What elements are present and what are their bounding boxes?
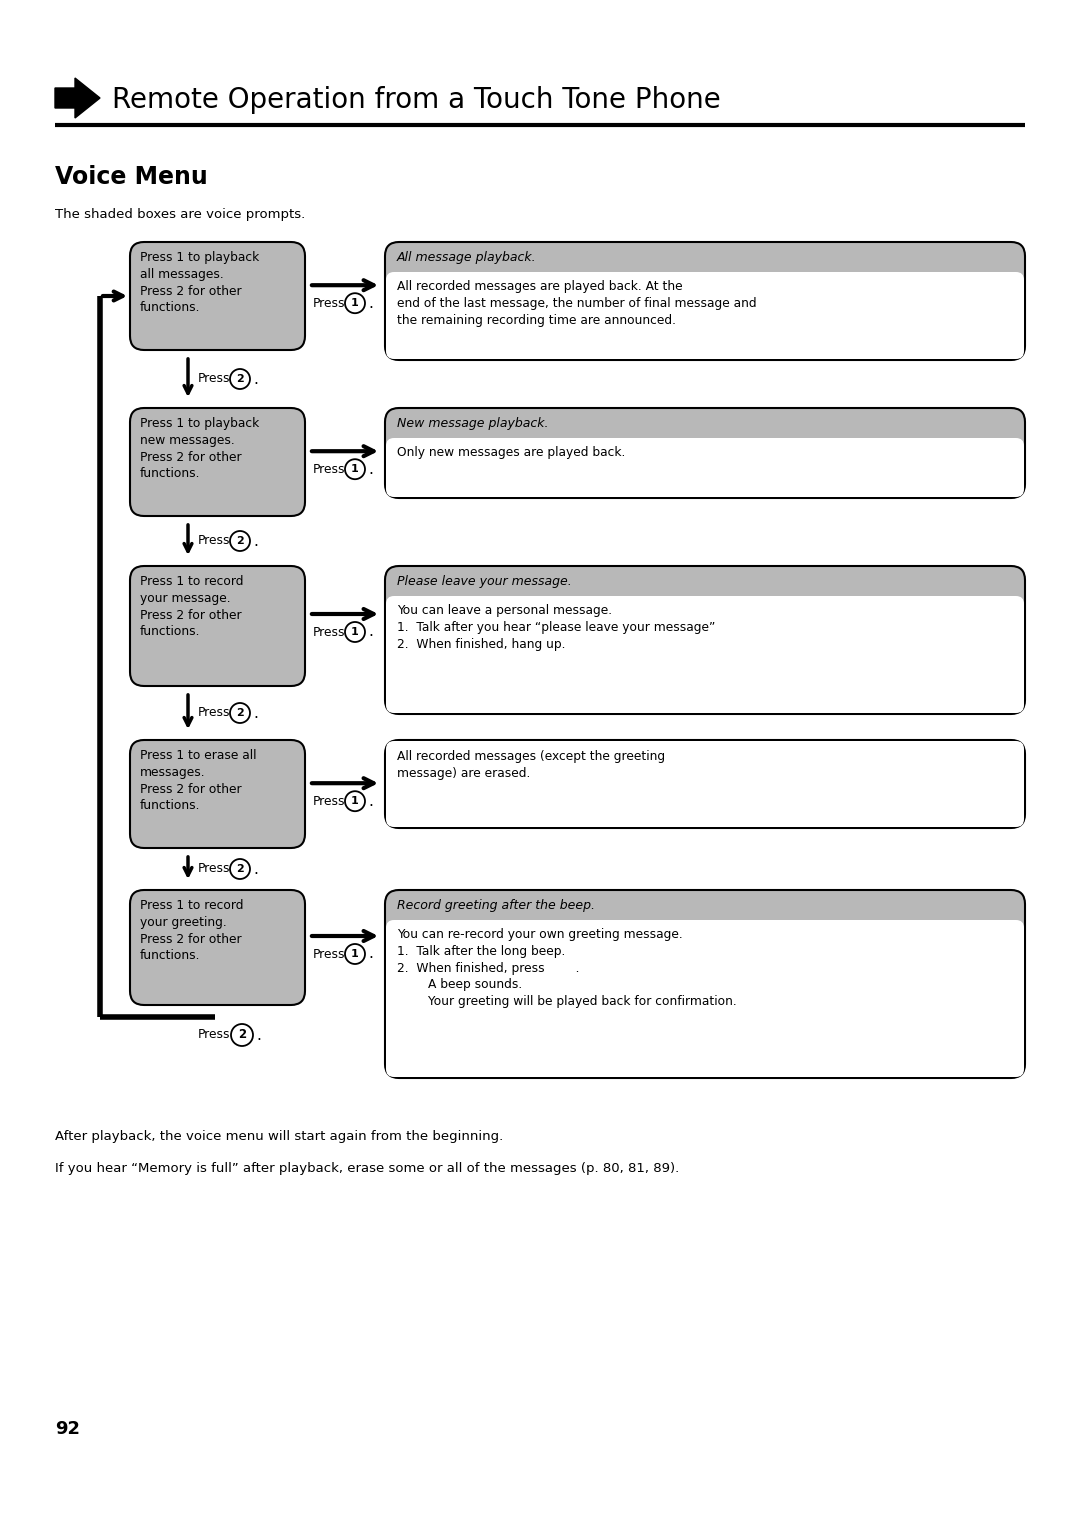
Text: 1: 1 — [351, 949, 359, 960]
Text: 2: 2 — [237, 707, 244, 718]
Circle shape — [345, 792, 365, 811]
FancyBboxPatch shape — [386, 439, 1024, 497]
FancyBboxPatch shape — [386, 272, 1024, 359]
Text: All recorded messages (except the greeting
message) are erased.: All recorded messages (except the greeti… — [397, 750, 665, 779]
Text: Please leave your message.: Please leave your message. — [397, 575, 571, 587]
Text: .: . — [253, 371, 258, 387]
Text: Press 1 to playback
all messages.
Press 2 for other
functions.: Press 1 to playback all messages. Press … — [140, 251, 259, 315]
Text: 2: 2 — [237, 374, 244, 384]
Text: Press: Press — [313, 625, 346, 639]
Text: Press: Press — [313, 463, 346, 475]
FancyBboxPatch shape — [130, 740, 305, 848]
Circle shape — [345, 460, 365, 480]
Text: Press 1 to playback
new messages.
Press 2 for other
functions.: Press 1 to playback new messages. Press … — [140, 417, 259, 480]
Text: All message playback.: All message playback. — [397, 251, 537, 263]
FancyBboxPatch shape — [384, 740, 1025, 828]
FancyBboxPatch shape — [130, 408, 305, 516]
Text: New message playback.: New message playback. — [397, 417, 549, 429]
Text: .: . — [368, 793, 373, 808]
Circle shape — [345, 293, 365, 313]
Circle shape — [230, 368, 249, 390]
Circle shape — [231, 1024, 253, 1047]
Text: Press 1 to record
your message.
Press 2 for other
functions.: Press 1 to record your message. Press 2 … — [140, 575, 243, 639]
Text: .: . — [253, 533, 258, 549]
Text: The shaded boxes are voice prompts.: The shaded boxes are voice prompts. — [55, 208, 306, 222]
Text: Voice Menu: Voice Menu — [55, 165, 207, 189]
Text: .: . — [253, 862, 258, 877]
Text: .: . — [368, 625, 373, 640]
FancyBboxPatch shape — [130, 565, 305, 686]
Text: Press 1 to erase all
messages.
Press 2 for other
functions.: Press 1 to erase all messages. Press 2 f… — [140, 749, 257, 813]
Text: All recorded messages are played back. At the
end of the last message, the numbe: All recorded messages are played back. A… — [397, 280, 757, 327]
Polygon shape — [55, 78, 100, 118]
FancyBboxPatch shape — [386, 596, 1024, 714]
Text: Press: Press — [198, 862, 230, 876]
Text: .: . — [368, 946, 373, 961]
Text: Press: Press — [313, 947, 346, 961]
FancyBboxPatch shape — [130, 241, 305, 350]
Circle shape — [230, 703, 249, 723]
Text: 2: 2 — [237, 863, 244, 874]
Text: Record greeting after the beep.: Record greeting after the beep. — [397, 898, 595, 912]
FancyBboxPatch shape — [384, 408, 1025, 498]
Circle shape — [230, 859, 249, 879]
Text: 1: 1 — [351, 298, 359, 309]
Text: 92: 92 — [55, 1420, 80, 1438]
Text: 1: 1 — [351, 465, 359, 474]
Text: Press: Press — [198, 706, 230, 720]
Text: Press: Press — [198, 373, 230, 385]
Text: If you hear “Memory is full” after playback, erase some or all of the messages (: If you hear “Memory is full” after playb… — [55, 1161, 679, 1175]
Text: Remote Operation from a Touch Tone Phone: Remote Operation from a Touch Tone Phone — [112, 86, 720, 115]
FancyBboxPatch shape — [386, 920, 1024, 1077]
Text: 2: 2 — [237, 536, 244, 545]
Text: Press 1 to record
your greeting.
Press 2 for other
functions.: Press 1 to record your greeting. Press 2… — [140, 898, 243, 963]
Circle shape — [230, 532, 249, 552]
Text: Press: Press — [313, 296, 346, 310]
Text: 2: 2 — [238, 1028, 246, 1042]
Text: .: . — [256, 1027, 261, 1042]
FancyBboxPatch shape — [384, 889, 1025, 1077]
Text: .: . — [368, 461, 373, 477]
Text: You can re-record your own greeting message.
1.  Talk after the long beep.
2.  W: You can re-record your own greeting mess… — [397, 927, 737, 1008]
Text: Press: Press — [198, 1028, 230, 1042]
Text: .: . — [253, 706, 258, 721]
Text: You can leave a personal message.
1.  Talk after you hear “please leave your mes: You can leave a personal message. 1. Tal… — [397, 604, 715, 651]
Text: .: . — [368, 296, 373, 310]
Text: 1: 1 — [351, 796, 359, 807]
Circle shape — [345, 944, 365, 964]
Text: Press: Press — [198, 535, 230, 547]
FancyBboxPatch shape — [384, 241, 1025, 361]
Text: 1: 1 — [351, 626, 359, 637]
Text: Only new messages are played back.: Only new messages are played back. — [397, 446, 625, 458]
Text: After playback, the voice menu will start again from the beginning.: After playback, the voice menu will star… — [55, 1131, 503, 1143]
FancyBboxPatch shape — [384, 565, 1025, 714]
FancyBboxPatch shape — [386, 741, 1024, 827]
Circle shape — [345, 622, 365, 642]
Text: Press: Press — [313, 795, 346, 808]
FancyBboxPatch shape — [130, 889, 305, 1005]
